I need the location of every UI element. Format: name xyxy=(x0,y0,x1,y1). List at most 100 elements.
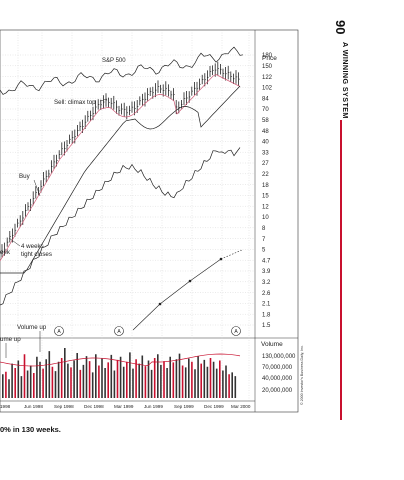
volume-bar xyxy=(150,369,153,398)
chart-frame xyxy=(0,29,299,413)
volume-bar xyxy=(110,354,113,398)
volume-bar xyxy=(132,368,134,398)
volume-axis-title: Volume xyxy=(261,341,283,348)
volume-bar xyxy=(91,372,94,398)
date-tick-label: Jun 1999 xyxy=(144,404,163,409)
price-tick-label: 22 xyxy=(262,172,269,178)
page-number: 90 xyxy=(333,20,348,35)
volume-bar xyxy=(76,353,78,398)
rs-trend-line xyxy=(132,258,222,331)
copyright-notice: © 2000 Investor's Business Daily, Inc. xyxy=(300,345,304,405)
volume-bar xyxy=(23,354,26,398)
moving-average-lines xyxy=(0,74,241,274)
price-tick-label: 70 xyxy=(262,107,269,113)
volume-bar xyxy=(14,368,16,398)
price-tick-label: 10 xyxy=(262,215,269,221)
volume-bar xyxy=(166,368,168,398)
date-tick-label: Mar 1999 xyxy=(114,404,134,409)
moving-average-10wk xyxy=(0,74,241,262)
volume-bar xyxy=(36,356,38,398)
volume-bar xyxy=(188,358,190,398)
volume-bar xyxy=(172,362,175,398)
date-tick-label: 1998 xyxy=(0,404,11,409)
section-title: A WINNING SYSTEM xyxy=(341,42,350,119)
volume-bar xyxy=(119,356,122,398)
annotation-sell: Sell: climax top xyxy=(54,99,96,106)
volume-bar xyxy=(67,363,69,398)
figure-caption: 0% in 130 weeks. xyxy=(0,425,61,434)
relative-strength-path xyxy=(0,147,241,306)
volume-bar xyxy=(113,370,116,398)
volume-bar xyxy=(85,356,88,398)
volume-bar xyxy=(29,365,32,398)
volume-bar xyxy=(135,359,137,398)
volume-bar xyxy=(48,351,51,398)
price-tick-label: 5 xyxy=(262,248,266,254)
volume-tick-label: 20,000,000 xyxy=(262,388,293,394)
volume-bar xyxy=(51,366,54,398)
price-tick-label: 1.5 xyxy=(262,323,271,329)
volume-bar xyxy=(54,371,57,398)
volume-bar xyxy=(116,359,119,398)
volume-bar xyxy=(209,358,212,398)
volume-bar xyxy=(5,371,7,398)
price-axis-ticks: 180 150 122 102 84 70 58 48 40 33 27 22 18 15 12 10 8 7 5 4… xyxy=(262,53,273,329)
annotation-tight-closes-arrow xyxy=(8,237,21,247)
volume-bar xyxy=(73,360,75,398)
earnings-marker xyxy=(231,326,241,336)
volume-bar xyxy=(126,361,128,398)
earnings-marker xyxy=(114,326,124,336)
volume-bar xyxy=(215,368,218,398)
volume-bar xyxy=(219,360,221,398)
volume-bar xyxy=(138,363,140,398)
date-tick-label: Dec 1998 xyxy=(84,404,104,409)
rs-trend-projection xyxy=(220,249,243,260)
annotation-buy: Buy xyxy=(19,173,31,180)
date-tick-label: Mar 2000 xyxy=(231,404,251,409)
volume-moving-average xyxy=(0,353,241,367)
volume-axis-ticks: 130,000,000 70,000,000 40,000,000 20,000,00… xyxy=(262,354,296,394)
price-tick-label: 40 xyxy=(262,140,269,146)
volume-bar xyxy=(79,369,82,398)
price-tick-label: 180 xyxy=(262,53,273,59)
date-tick-label: Dec 1999 xyxy=(204,404,224,409)
price-tick-label: 150 xyxy=(262,64,273,70)
volume-tick-label: 40,000,000 xyxy=(262,376,293,382)
sp500-path xyxy=(0,46,244,95)
volume-bar xyxy=(82,364,85,398)
volume-bar xyxy=(11,363,13,398)
volume-bar xyxy=(2,374,4,398)
annotation-tight-closes-line1: 4 weeks xyxy=(21,243,44,250)
volume-bar xyxy=(197,356,199,398)
volume-bar xyxy=(45,359,47,398)
price-tick-label: 33 xyxy=(262,150,269,156)
volume-bar xyxy=(57,361,60,398)
volume-bar xyxy=(70,367,72,398)
volume-bar xyxy=(200,363,202,398)
earnings-marker-label: A xyxy=(57,329,61,335)
volume-bar xyxy=(206,366,209,398)
annotation-tight-closes-line2: tight closes xyxy=(21,251,52,258)
volume-bar xyxy=(60,358,63,398)
sp500-line xyxy=(0,46,244,95)
price-tick-label: 2.1 xyxy=(262,302,271,308)
price-tick-label: 7 xyxy=(262,237,266,243)
volume-bar xyxy=(203,359,206,398)
price-axis-title: Price xyxy=(262,55,277,62)
date-axis-ticks: 1998 Jun 1998 Sep 1998 Dec 1998 Mar 1999 Jun … xyxy=(0,404,251,409)
earnings-marker-label: A xyxy=(117,329,121,335)
price-tick-label: 84 xyxy=(262,96,269,102)
price-tick-label: 122 xyxy=(262,75,273,81)
price-tick-label: 15 xyxy=(262,194,269,200)
volume-bar xyxy=(163,361,165,398)
volume-bar xyxy=(101,358,103,398)
accent-rule xyxy=(340,120,342,420)
rs-point xyxy=(158,302,162,306)
volume-bar xyxy=(129,352,131,398)
volume-bar xyxy=(147,360,150,398)
earnings-marker-label: A xyxy=(234,329,238,335)
volume-bar xyxy=(169,356,171,398)
volume-bar xyxy=(181,365,184,398)
